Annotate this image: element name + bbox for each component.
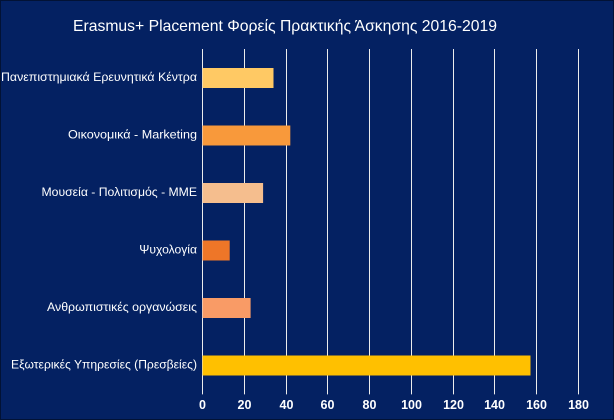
svg-text:0: 0 [199, 398, 206, 412]
svg-text:Μουσεία - Πολιτισμός - ΜΜΕ: Μουσεία - Πολιτισμός - ΜΜΕ [42, 185, 198, 199]
svg-text:Ψυχολογία: Ψυχολογία [139, 243, 197, 257]
svg-text:Πανεπιστημιακά Ερευνητικά Κέντ: Πανεπιστημιακά Ερευνητικά Κέντρα [1, 70, 197, 84]
svg-text:160: 160 [526, 398, 547, 412]
svg-text:100: 100 [401, 398, 422, 412]
svg-text:120: 120 [443, 398, 464, 412]
svg-text:60: 60 [321, 398, 335, 412]
svg-text:Erasmus+ Placement Φορείς Πρακ: Erasmus+ Placement Φορείς Πρακτικής Άσκη… [73, 18, 497, 35]
svg-text:40: 40 [280, 398, 294, 412]
svg-text:80: 80 [363, 398, 377, 412]
svg-text:Ανθρωπιστικές οργανώσεις: Ανθρωπιστικές οργανώσεις [47, 300, 197, 314]
svg-text:180: 180 [568, 398, 589, 412]
svg-text:140: 140 [484, 398, 505, 412]
svg-text:20: 20 [238, 398, 252, 412]
svg-text:Εξωτερικές Υπηρεσίες (Πρεσβείε: Εξωτερικές Υπηρεσίες (Πρεσβείες) [11, 358, 197, 372]
svg-text:Οικονομικά - Marketing: Οικονομικά - Marketing [68, 128, 197, 142]
